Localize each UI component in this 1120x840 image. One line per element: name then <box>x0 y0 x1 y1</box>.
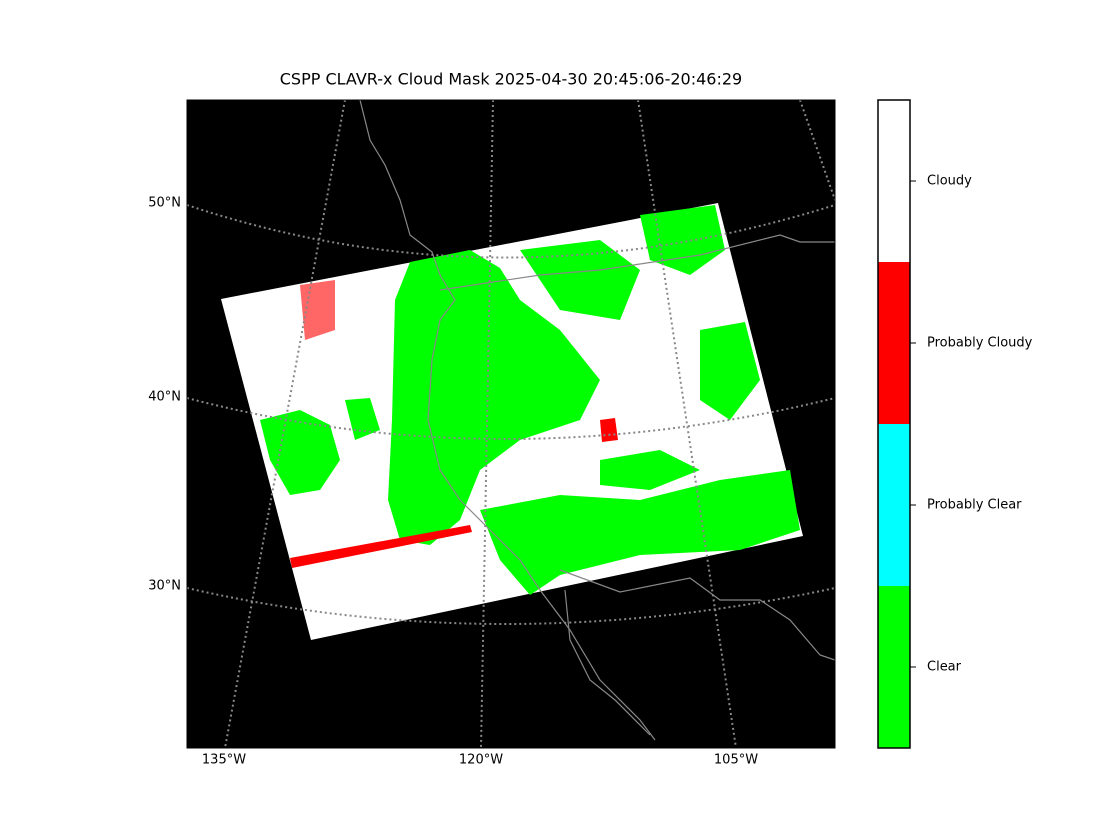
colorbar-segment <box>878 100 910 262</box>
lat-label: 30°N <box>148 579 181 594</box>
colorbar-label: Probably Clear <box>927 498 1022 513</box>
lat-label: 40°N <box>148 390 181 405</box>
colorbar-segment <box>878 424 910 586</box>
probably-cloudy-regions <box>290 280 618 568</box>
colorbar: Cloudy Probably Cloudy Probably Clear Clear <box>877 99 1033 749</box>
colorbar-label: Clear <box>927 660 962 675</box>
colorbar-label: Probably Cloudy <box>927 336 1033 351</box>
lon-label: 135°W <box>202 753 246 768</box>
map-area <box>187 100 835 748</box>
lat-label: 50°N <box>148 196 181 211</box>
colorbar-frame <box>877 99 911 749</box>
colorbar-segment <box>878 262 910 424</box>
graticule <box>187 100 835 748</box>
coastlines <box>359 100 835 741</box>
lon-label: 120°W <box>459 753 503 768</box>
colorbar-label: Cloudy <box>927 174 972 189</box>
lon-label: 105°W <box>714 753 758 768</box>
map-title: CSPP CLAVR-x Cloud Mask 2025-04-30 20:45… <box>280 70 742 89</box>
colorbar-segment <box>878 586 910 748</box>
map-frame <box>186 99 836 749</box>
